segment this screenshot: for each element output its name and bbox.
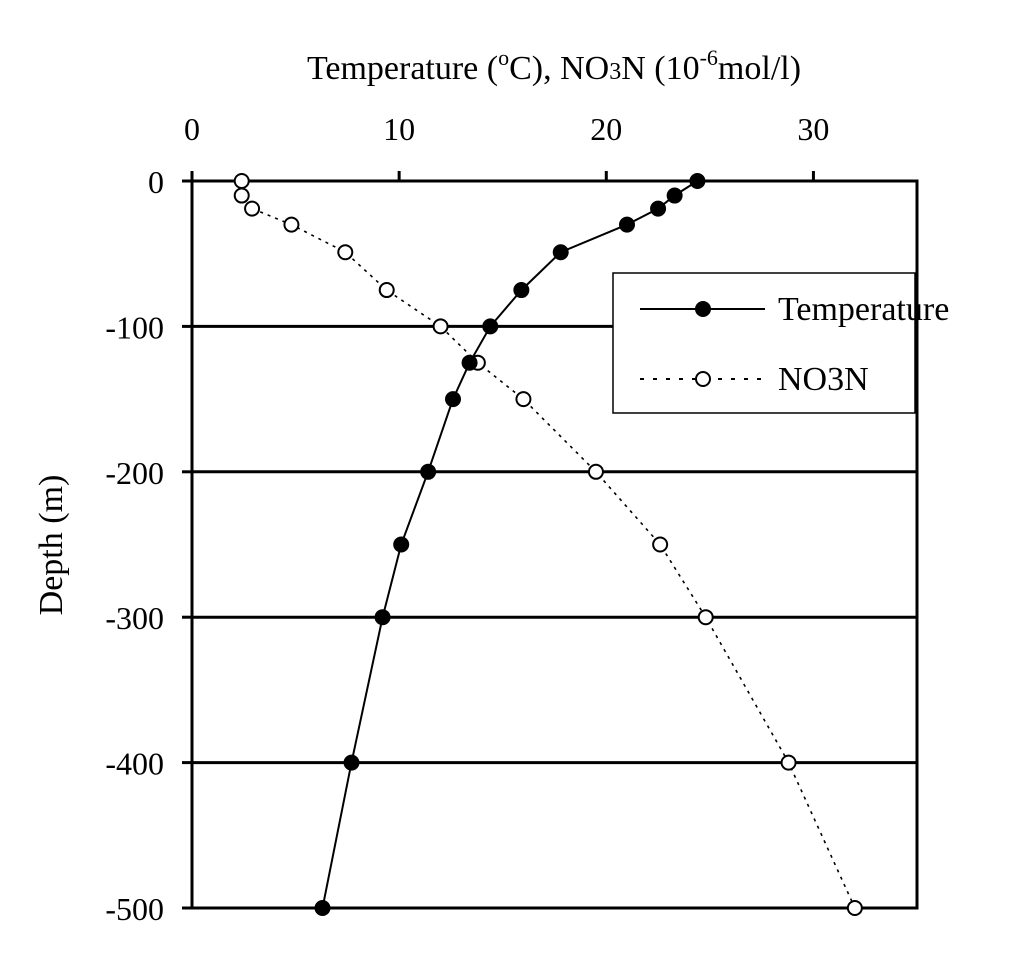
data-point-no3n (432, 318, 449, 335)
legend-temperature-marker (695, 301, 711, 317)
x-axis-title-superscript: -6 (700, 45, 718, 70)
data-point-temperature (343, 754, 360, 771)
legend-box (612, 272, 916, 414)
x-axis-ticks: 0 10 20 30 (184, 111, 829, 181)
data-point-no3n (846, 900, 863, 916)
data-point-temperature (482, 318, 499, 335)
y-tick-label: 0 (148, 164, 164, 200)
data-point-no3n (652, 536, 669, 553)
x-axis-title-superscript: o (498, 45, 509, 70)
x-tick-label: 10 (383, 111, 415, 147)
data-point-no3n (515, 391, 532, 408)
data-point-temperature (461, 354, 478, 371)
x-tick-label: 20 (590, 111, 622, 147)
data-point-temperature (445, 391, 461, 408)
data-point-no3n (378, 282, 395, 299)
series-line-no3n (240, 181, 856, 909)
y-tick-label: -300 (105, 600, 164, 636)
data-point-temperature (420, 463, 437, 480)
data-point-temperature (393, 536, 410, 553)
data-point-temperature (314, 900, 331, 916)
plot-frame (190, 179, 919, 910)
x-axis-title-part: N (10 (621, 50, 699, 87)
legend: Temperature NO3N (612, 272, 949, 414)
data-point-temperature (513, 282, 530, 299)
data-point-no3n (233, 187, 250, 204)
x-axis-title-subscript: 3 (609, 59, 621, 85)
x-tick-label: 30 (797, 111, 829, 147)
x-axis-title: Temperature (oC), NO3N (10-6mol/l) (307, 45, 801, 87)
data-point-no3n (780, 754, 797, 771)
legend-temperature-label: Temperature (778, 291, 949, 328)
data-point-no3n (244, 200, 261, 217)
data-point-temperature (689, 173, 706, 189)
data-point-temperature (552, 244, 569, 261)
y-axis-ticks: 0 -100 -200 -300 -400 -500 (105, 164, 192, 927)
x-axis-title-part: Temperature ( (307, 50, 498, 87)
y-tick-label: -200 (105, 455, 164, 491)
data-point-no3n (283, 216, 300, 233)
data-point-no3n (337, 244, 354, 261)
data-point-no3n (233, 173, 250, 189)
legend-no3n-marker (695, 371, 711, 387)
y-axis-title: Depth (m) (33, 475, 70, 616)
x-axis-title-part: mol/l) (718, 50, 801, 87)
data-point-temperature (666, 187, 683, 204)
data-point-temperature (374, 609, 391, 626)
y-tick-label: -500 (105, 891, 164, 927)
series-layer (233, 173, 863, 916)
legend-no3n-label: NO3N (778, 361, 869, 398)
data-point-no3n (697, 609, 714, 626)
series-temperature (314, 173, 706, 916)
data-point-temperature (650, 200, 667, 217)
y-tick-label: -100 (105, 309, 164, 345)
data-point-no3n (587, 463, 604, 480)
x-axis-title-part: C), NO (509, 50, 609, 87)
data-point-temperature (619, 216, 635, 233)
x-tick-label: 0 (184, 111, 200, 147)
y-tick-label: -400 (105, 746, 164, 782)
